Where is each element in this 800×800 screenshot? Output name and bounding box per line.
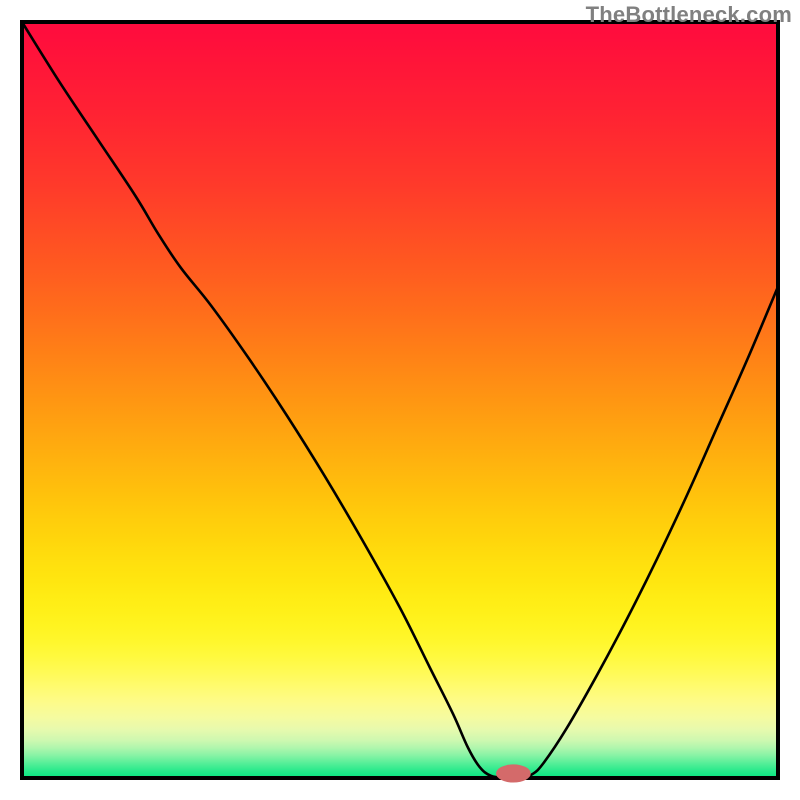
bottleneck-chart <box>0 0 800 800</box>
watermark-text: TheBottleneck.com <box>586 2 792 28</box>
minimum-marker <box>496 764 531 782</box>
plot-background <box>22 22 778 778</box>
chart-root: { "watermark": { "text": "TheBottleneck.… <box>0 0 800 800</box>
